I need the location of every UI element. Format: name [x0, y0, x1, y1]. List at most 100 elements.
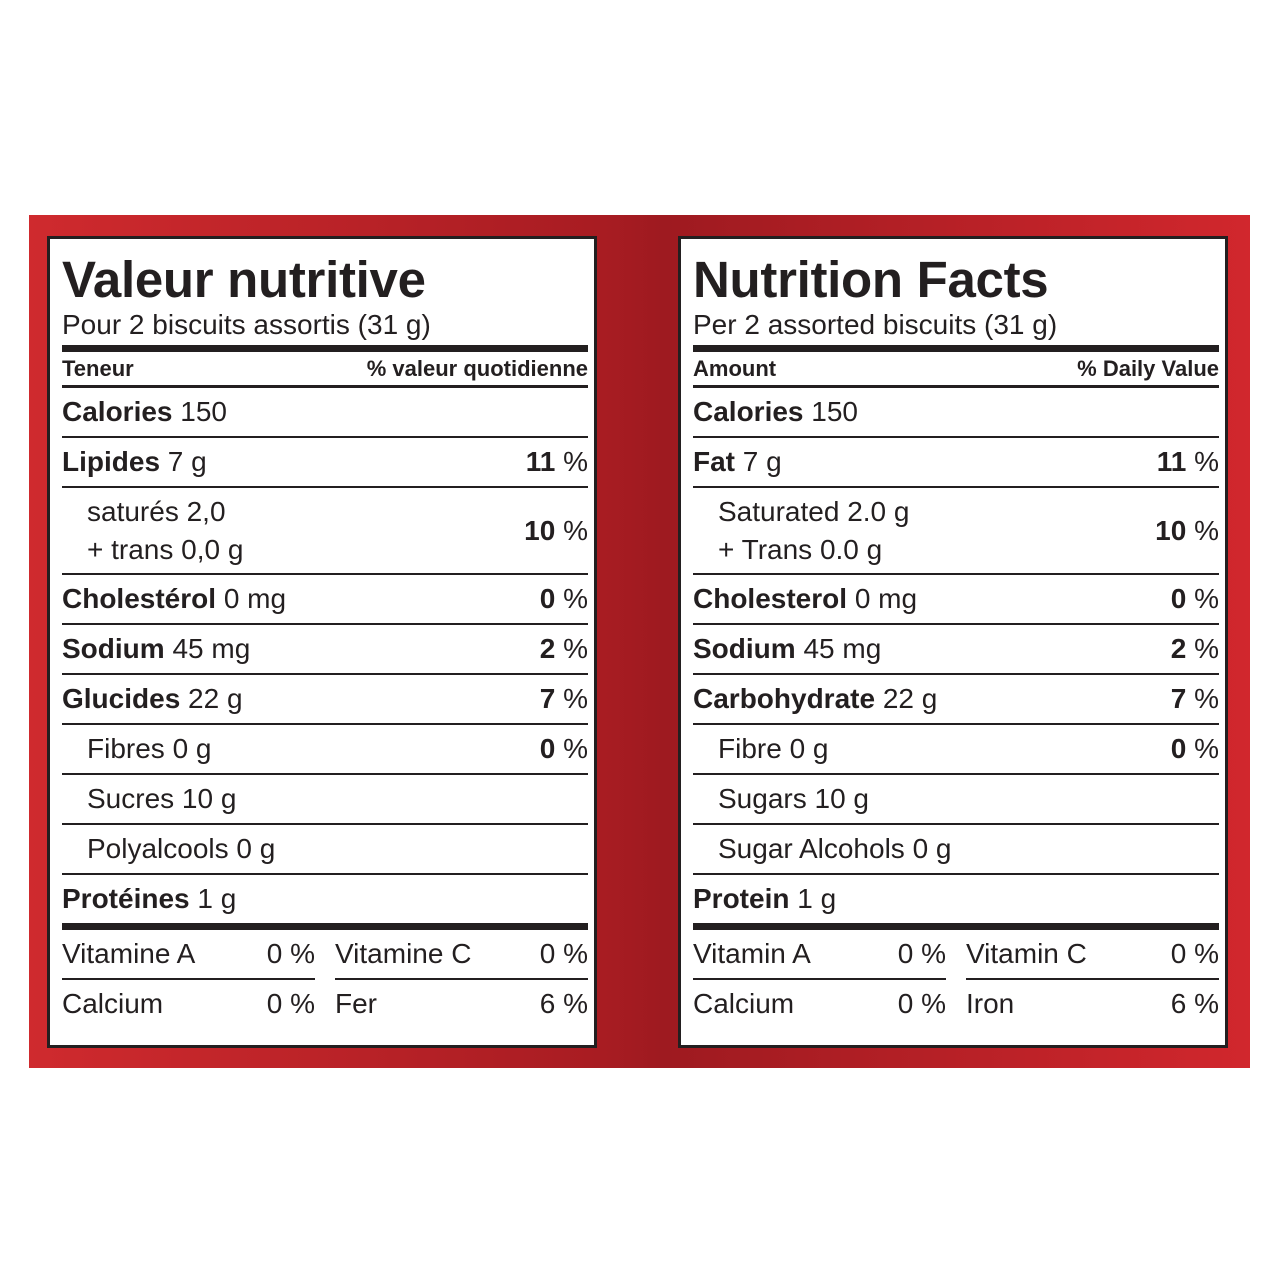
serving-size: Pour 2 biscuits assortis (31 g): [62, 309, 431, 340]
dv-sign: %: [563, 733, 588, 764]
nutrient-row-protein: Protein 1 g: [693, 875, 1219, 923]
vitamins-column-left: Vitamine A 0 % Calcium 0 %: [62, 930, 315, 1028]
dv-sign: %: [563, 683, 588, 714]
nutrient-amount: 1 g: [797, 883, 837, 914]
nutrient-amount: 22 g: [882, 683, 938, 714]
nutrient-row-carbohydrate: Carbohydrate 22 g 7 %: [693, 675, 1219, 725]
vitamin-pct: 6 %: [1170, 988, 1219, 1019]
dv-number: 2: [1170, 633, 1187, 664]
vitamins-column-right: Vitamine C 0 % Fer 6 %: [335, 930, 588, 1028]
calories-value: 150: [180, 396, 227, 427]
nutrient-name: Cholesterol: [693, 583, 848, 614]
vitamin-row: Iron 6 %: [966, 980, 1219, 1028]
nutrient-row-cholesterol: Cholestérol 0 mg 0 %: [62, 575, 588, 625]
vitamin-name: Iron: [966, 988, 1015, 1019]
vitamin-row: Fer 6 %: [335, 980, 588, 1028]
nutrient-row-sugars: Sugars 10 g: [693, 775, 1219, 825]
nutrient-text: Fibre 0 g: [718, 733, 829, 764]
nutrient-row-saturated-trans: Saturated 2.0 g + Trans 0.0 g 10 %: [693, 488, 1219, 575]
trans-line: + Trans 0.0 g: [718, 533, 883, 565]
vitamins-column-left: Vitamin A 0 % Calcium 0 %: [693, 930, 946, 1028]
nutrient-text: Sugars 10 g: [718, 783, 869, 814]
calories-label: Calories: [62, 396, 173, 427]
nutrient-name: Carbohydrate: [693, 683, 876, 714]
nutrient-row-saturated-trans: saturés 2,0 + trans 0,0 g 10 %: [62, 488, 588, 575]
dv-sign: %: [1194, 583, 1219, 614]
thick-rule: [62, 923, 588, 930]
english-nutrition-panel: Nutrition Facts Per 2 assorted biscuits …: [678, 236, 1228, 1048]
vitamin-name: Vitamine C: [335, 938, 472, 969]
nutrient-name: Protein: [693, 883, 790, 914]
saturated-line: saturés 2,0: [87, 495, 226, 527]
nutrient-text: Polyalcools 0 g: [87, 833, 276, 864]
nutrient-row-carbohydrate: Glucides 22 g 7 %: [62, 675, 588, 725]
calories-label: Calories: [693, 396, 804, 427]
dv-number: 7: [1170, 683, 1187, 714]
vitamin-name: Vitamine A: [62, 938, 196, 969]
nutrient-row-fibre: Fibre 0 g 0 %: [693, 725, 1219, 775]
nutrient-row-sodium: Sodium 45 mg 2 %: [62, 625, 588, 675]
nutrient-amount: 0 mg: [854, 583, 918, 614]
nutrient-amount: 7 g: [742, 446, 782, 477]
nutrient-name: Protéines: [62, 883, 190, 914]
nutrient-row-fat: Lipides 7 g 11 %: [62, 438, 588, 488]
dv-sign: %: [563, 514, 588, 546]
column-header: Teneur % valeur quotidienne: [62, 352, 588, 385]
panel-title: Valeur nutritive: [62, 251, 426, 308]
thick-rule: [693, 923, 1219, 930]
calories-row: Calories 150: [693, 388, 1219, 438]
thick-rule: [62, 345, 588, 352]
dv-number: 2: [539, 633, 556, 664]
nutrient-text: Sucres 10 g: [87, 783, 237, 814]
nutrient-name: Fat: [693, 446, 735, 477]
dv-number: 11: [525, 446, 556, 477]
vitamin-pct: 0 %: [539, 938, 588, 969]
dv-number: 10: [1155, 514, 1187, 546]
vitamin-name: Fer: [335, 988, 377, 1019]
dv-number: 10: [524, 514, 556, 546]
vitamin-row: Vitamin C 0 %: [966, 930, 1219, 980]
nutrient-name: Lipides: [62, 446, 161, 477]
vitamin-pct: 0 %: [1170, 938, 1219, 969]
vitamin-row: Vitamin A 0 %: [693, 930, 946, 980]
nutrient-amount: 45 mg: [172, 633, 251, 664]
dv-sign: %: [1194, 683, 1219, 714]
dv-number: 0: [539, 733, 556, 764]
nutrient-amount: 1 g: [197, 883, 237, 914]
nutrient-row-sugar-alcohols: Sugar Alcohols 0 g: [693, 825, 1219, 875]
serving-size: Per 2 assorted biscuits (31 g): [693, 309, 1058, 340]
vitamin-pct: 0 %: [897, 988, 946, 1019]
nutrient-text: Sugar Alcohols 0 g: [718, 833, 952, 864]
header-amount: Amount: [693, 355, 777, 381]
medium-rule: [693, 385, 1219, 388]
vitamin-name: Vitamin A: [693, 938, 811, 969]
vitamins-column-right: Vitamin C 0 % Iron 6 %: [966, 930, 1219, 1028]
thick-rule: [693, 345, 1219, 352]
medium-rule: [62, 385, 588, 388]
header-amount: Teneur: [62, 355, 134, 381]
vitamin-row: Vitamine C 0 %: [335, 930, 588, 980]
nutrient-name: Cholestérol: [62, 583, 217, 614]
calories-value: 150: [811, 396, 858, 427]
nutrient-row-fibre: Fibres 0 g 0 %: [62, 725, 588, 775]
nutrient-row-sugar-alcohols: Polyalcools 0 g: [62, 825, 588, 875]
vitamin-row: Calcium 0 %: [693, 980, 946, 1028]
nutrient-row-sodium: Sodium 45 mg 2 %: [693, 625, 1219, 675]
nutrient-name: Glucides: [62, 683, 181, 714]
saturated-line: Saturated 2.0 g: [718, 495, 910, 527]
dv-number: 7: [539, 683, 556, 714]
french-nutrition-panel: Valeur nutritive Pour 2 biscuits assorti…: [47, 236, 597, 1048]
vitamin-name: Vitamin C: [966, 938, 1087, 969]
header-daily-value: % valeur quotidienne: [366, 355, 588, 381]
calories-row: Calories 150: [62, 388, 588, 438]
dv-sign: %: [1194, 446, 1219, 477]
trans-line: + trans 0,0 g: [87, 533, 244, 565]
dv-number: 11: [1156, 446, 1187, 477]
vitamin-name: Calcium: [693, 988, 795, 1019]
nutrient-amount: 0 mg: [223, 583, 287, 614]
vitamins-section: Vitamin A 0 % Calcium 0 % Vitamin C 0 % …: [693, 930, 1219, 1028]
dv-number: 0: [1170, 583, 1187, 614]
vitamin-name: Calcium: [62, 988, 164, 1019]
nutrient-row-protein: Protéines 1 g: [62, 875, 588, 923]
dv-number: 0: [539, 583, 556, 614]
